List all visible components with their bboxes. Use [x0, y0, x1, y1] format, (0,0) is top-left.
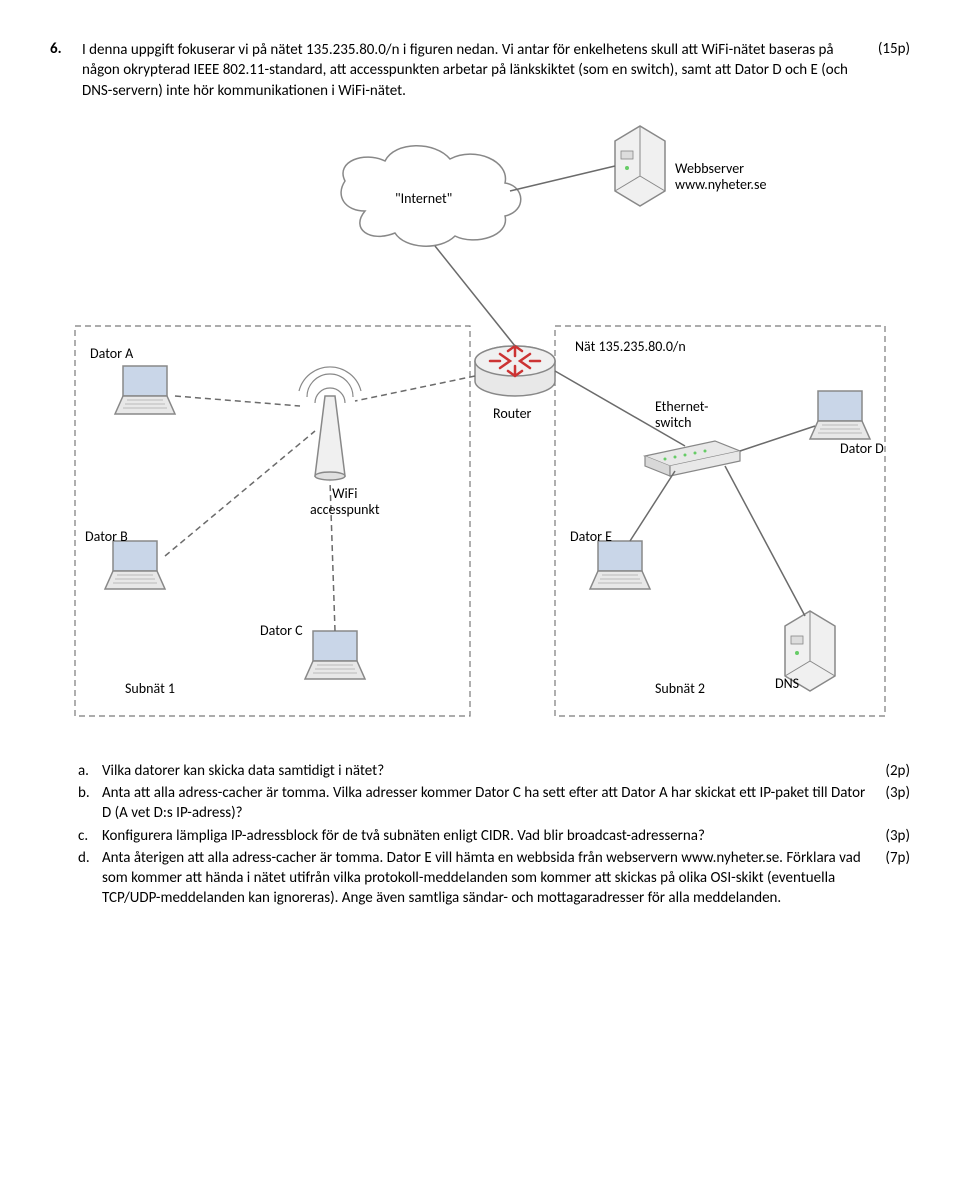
internet-label: "Internet"	[395, 191, 452, 207]
datorA-label: Dator A	[90, 346, 133, 362]
laptop-c-icon	[305, 631, 365, 679]
datorB-label: Dator B	[85, 529, 128, 545]
switch-icon	[645, 441, 740, 476]
wifi-label: WiFi accesspunkt	[310, 486, 380, 518]
laptop-a-icon	[115, 366, 175, 414]
question-text: I denna uppgift fokuserar vi på nätet 13…	[82, 40, 858, 101]
datorC-label: Dator C	[260, 623, 303, 639]
datorE-label: Dator E	[570, 529, 612, 545]
question-header: 6. I denna uppgift fokuserar vi på nätet…	[50, 40, 910, 101]
router-label: Router	[493, 406, 531, 422]
laptop-b-icon	[105, 541, 165, 589]
subquestion-c: c. Konfigurera lämpliga IP-adressblock f…	[78, 826, 910, 846]
laptop-d-icon	[810, 391, 870, 439]
webserver-icon	[615, 126, 665, 206]
network-label: Nät 135.235.80.0/n	[575, 339, 686, 355]
subnet2-label: Subnät 2	[655, 681, 705, 697]
webserver-label: Webbserver www.nyheter.se	[675, 161, 766, 193]
network-diagram: "Internet" Webbserver www.nyheter.se Nät…	[55, 121, 905, 731]
subquestion-b: b. Anta att alla adress-cacher är tomma.…	[78, 783, 910, 824]
datorD-label: Dator D	[840, 441, 884, 457]
subquestion-a: a. Vilka datorer kan skicka data samtidi…	[78, 761, 910, 781]
ethernet-label: Ethernet- switch	[655, 399, 708, 431]
subquestion-d: d. Anta återigen att alla adress-cacher …	[78, 848, 910, 909]
wifi-ap-icon	[315, 396, 345, 480]
laptop-e-icon	[590, 541, 650, 589]
question-points: (15p)	[878, 40, 910, 58]
dns-label: DNS	[775, 676, 799, 692]
router-icon	[475, 346, 555, 396]
subquestion-list: a. Vilka datorer kan skicka data samtidi…	[50, 761, 910, 909]
diagram-svg	[55, 121, 905, 731]
question-number: 6.	[50, 40, 70, 58]
subnet1-label: Subnät 1	[125, 681, 175, 697]
